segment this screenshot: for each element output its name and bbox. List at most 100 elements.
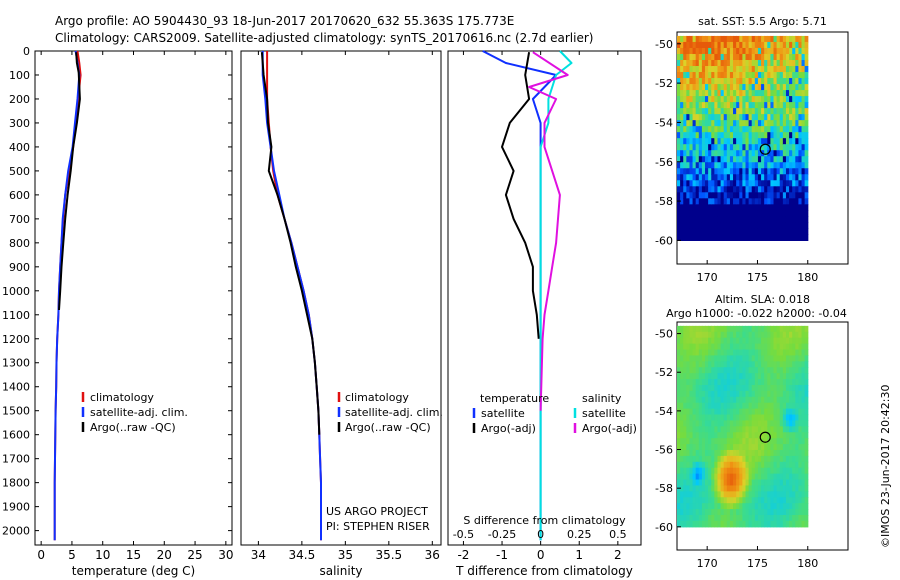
map-cell (751, 96, 756, 103)
map-cell (779, 514, 784, 522)
map-cell (798, 455, 803, 463)
map-cell (717, 35, 722, 43)
map-cell (711, 120, 715, 127)
map-cell (717, 204, 722, 211)
map-cell (798, 402, 803, 410)
map-cell (742, 144, 747, 151)
map-cell (785, 108, 790, 115)
map-cell (717, 180, 722, 187)
map-cell (739, 156, 743, 163)
map-cell (733, 53, 737, 61)
legend-label: satellite-adj. clim. (345, 406, 443, 419)
map-cell (695, 331, 700, 339)
map-cell (798, 174, 803, 181)
map-cell (711, 192, 715, 199)
map-cell (804, 162, 809, 169)
map-cell (711, 497, 715, 504)
map-cell (754, 41, 759, 49)
map-cell (776, 108, 781, 115)
map-cell (751, 426, 756, 433)
map-cell (726, 379, 731, 386)
map-cell (733, 343, 737, 351)
map-cell (770, 503, 775, 510)
map-cell (798, 473, 803, 481)
map-cell (789, 186, 793, 193)
map-cell (804, 408, 809, 416)
map-cell (680, 90, 684, 97)
map-cell (748, 198, 753, 205)
map-cell (773, 168, 778, 175)
map-cell (736, 204, 740, 211)
map-cell (767, 343, 771, 351)
map-cell (683, 234, 687, 241)
map-cell (698, 168, 703, 175)
map-cell (789, 72, 793, 79)
map-cell (757, 402, 762, 410)
map-cell (692, 337, 697, 345)
map-cell (689, 198, 694, 205)
map-cell (773, 331, 778, 339)
map-cell (801, 325, 806, 333)
map-cell (782, 414, 787, 422)
map-cell (686, 180, 691, 187)
s-tick-label: -0.5 (453, 528, 474, 541)
map-cell (761, 408, 765, 416)
map-cell (680, 228, 684, 235)
map-cell (692, 72, 697, 79)
map-cell (748, 150, 753, 157)
map-cell (683, 204, 687, 211)
map-cell (677, 373, 681, 380)
map-cell (720, 168, 725, 175)
map-cell (729, 156, 734, 163)
map-cell (782, 162, 787, 169)
map-cell (776, 479, 781, 487)
map-cell (776, 126, 781, 133)
map-cell (779, 114, 784, 121)
map-cell (680, 408, 684, 416)
map-cell (686, 461, 691, 469)
map-cell (779, 509, 784, 516)
map-cell (680, 138, 684, 145)
map-cell (785, 408, 790, 416)
map-cell (773, 144, 778, 151)
map-cell (701, 192, 706, 199)
map-cell (767, 108, 771, 115)
map-cell (714, 473, 719, 481)
map-cell (779, 90, 784, 97)
map-cell (677, 53, 681, 61)
map-cell (782, 120, 787, 127)
map-cell (680, 355, 684, 362)
map-cell (683, 455, 687, 463)
map-cell (698, 349, 703, 357)
map-cell (801, 216, 806, 223)
map-cell (804, 216, 809, 223)
map-cell (742, 96, 747, 103)
map-cell (677, 156, 681, 163)
map-cell (686, 126, 691, 133)
map-cell (717, 222, 722, 229)
map-cell (680, 198, 684, 205)
map-cell (723, 114, 728, 121)
map-cell (714, 186, 719, 193)
map-cell (751, 337, 756, 345)
map-cell (714, 96, 719, 103)
map-cell (733, 491, 737, 498)
map-cell (789, 222, 793, 229)
map-cell (733, 331, 737, 339)
map-cell (723, 402, 728, 410)
map-cell (795, 349, 800, 357)
map-cell (785, 114, 790, 121)
map-cell (804, 384, 809, 392)
map-cell (761, 47, 765, 55)
y-tick-label: 500 (9, 165, 30, 178)
map-cell (695, 204, 700, 211)
map-cell (779, 174, 784, 181)
map-cell (751, 432, 756, 439)
map-cell (792, 390, 796, 398)
map-cell (748, 355, 753, 362)
map-cell (742, 72, 747, 79)
map-cell (705, 485, 709, 492)
map-cell (770, 174, 775, 181)
map-cell (779, 66, 784, 73)
